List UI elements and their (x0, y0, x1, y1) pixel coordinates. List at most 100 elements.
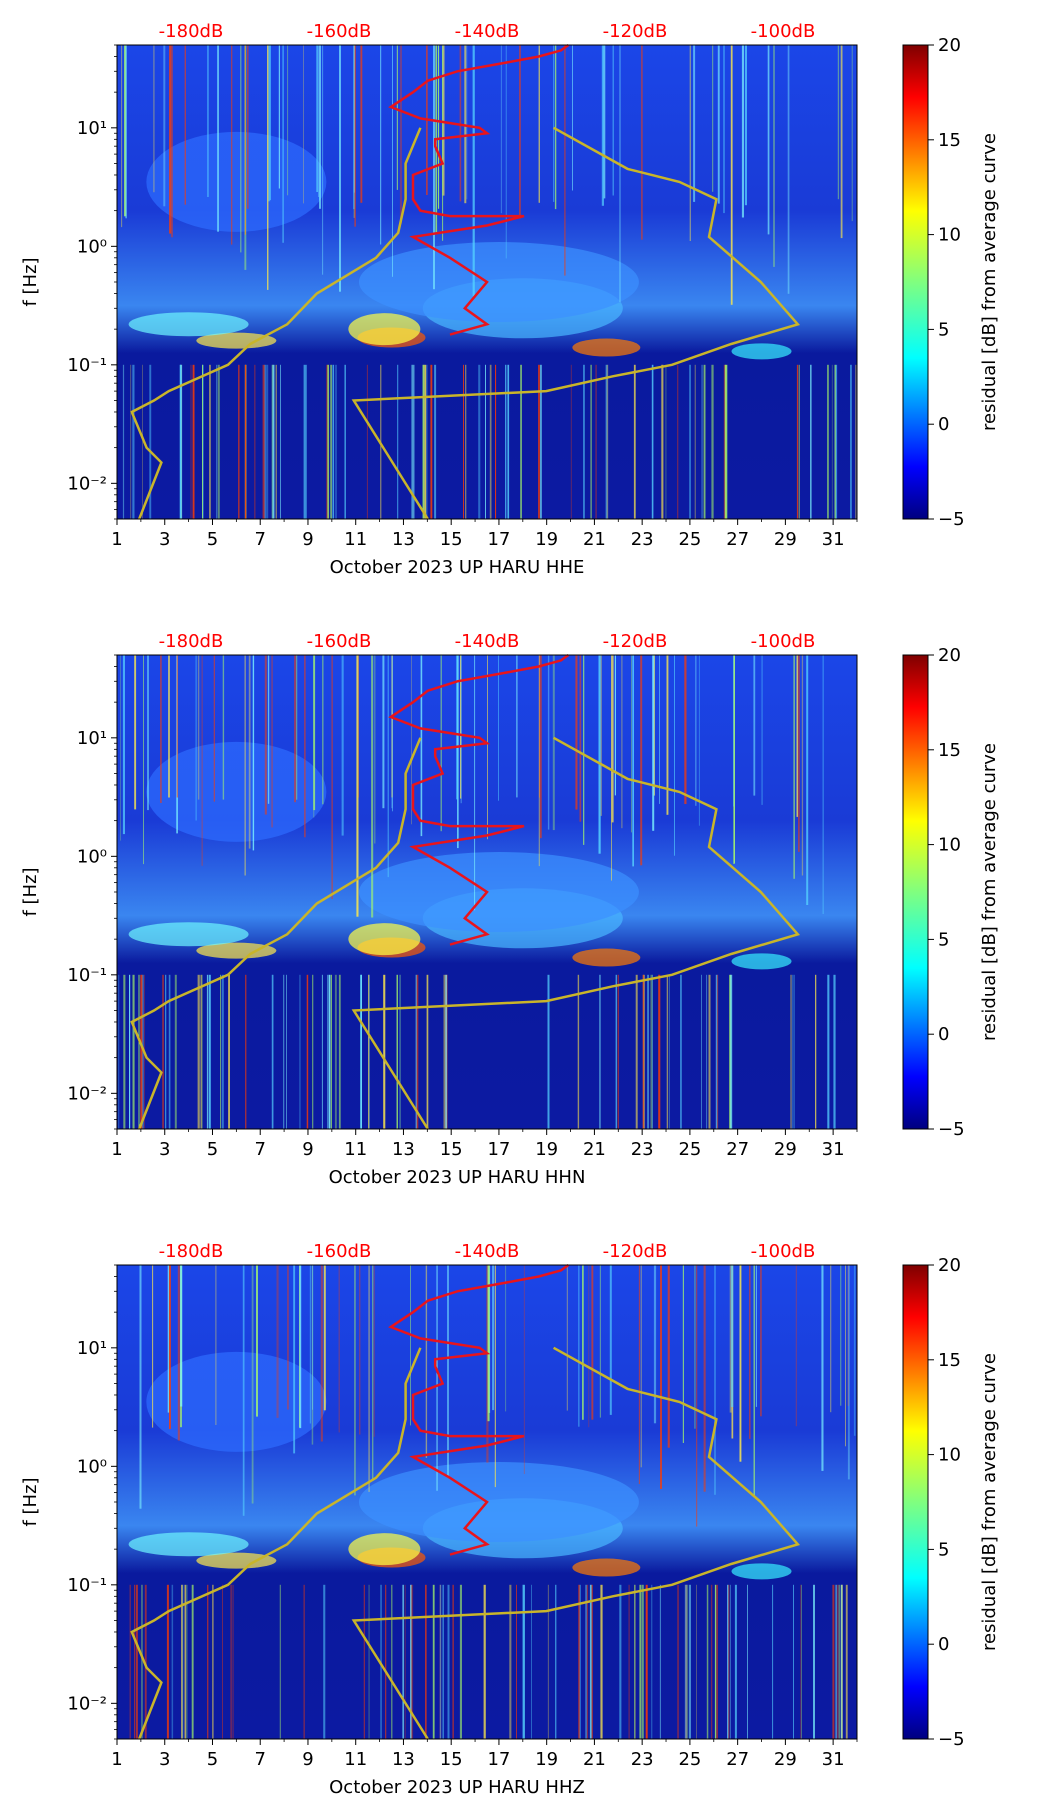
heatmap-streak (442, 45, 444, 241)
heatmap-streak (801, 1584, 802, 1739)
colorbar-tick-label: 10 (938, 835, 961, 856)
heatmap-blob (348, 923, 421, 956)
heatmap-streak (134, 1584, 136, 1739)
heatmap-streak (741, 45, 744, 218)
heatmap-streak (647, 974, 649, 1129)
y-axis-label: f [Hz] (20, 1477, 41, 1526)
heatmap-streak (714, 1265, 716, 1495)
heatmap-streak (538, 45, 540, 203)
heatmap-streak (215, 1265, 217, 1425)
heatmap-streak (245, 974, 247, 1129)
heatmap-streak (371, 655, 374, 918)
heatmap-streak (380, 45, 382, 245)
x-tick-label: 27 (726, 529, 749, 550)
heatmap-streak (339, 45, 341, 292)
heatmap-streak (332, 364, 335, 519)
heatmap-streak (438, 45, 440, 209)
heatmap-blob (348, 313, 421, 346)
heatmap-streak (368, 1265, 370, 1492)
heatmap-streak (135, 1584, 138, 1739)
heatmap-streak (312, 1265, 313, 1410)
heatmap-streak (177, 1265, 180, 1441)
heatmap-streak (798, 364, 800, 519)
heatmap-streak (577, 974, 580, 1129)
heatmap-streak (327, 974, 330, 1129)
heatmap-streak (122, 364, 125, 519)
heatmap-blob (196, 942, 277, 959)
heatmap-streak (445, 974, 448, 1129)
average-curve (388, 43, 570, 336)
heatmap-streak (426, 364, 428, 519)
heatmap-streak (832, 1584, 835, 1739)
heatmap-streak (755, 1265, 757, 1407)
top-db-label: -140dB (455, 631, 520, 652)
heatmap-streak (617, 974, 619, 1129)
x-tick-label: 13 (392, 529, 415, 550)
heatmap-streak (166, 1584, 169, 1739)
heatmap-streak (230, 1584, 232, 1739)
heatmap-streak (201, 655, 203, 866)
heatmap-streak (599, 1265, 601, 1418)
heatmap-streak (731, 1265, 734, 1407)
heatmap-streak (495, 364, 497, 519)
heatmap-streak (184, 45, 186, 205)
heatmap-streak (397, 364, 399, 519)
colorbar-tick-label: 5 (938, 1539, 949, 1560)
heatmap-streak (714, 1584, 717, 1739)
heatmap-streak (305, 364, 307, 519)
heatmap-streak (213, 655, 215, 802)
heatmap-blob (358, 242, 639, 322)
heatmap-streak (505, 364, 507, 519)
heatmap-streak (330, 974, 332, 1129)
heatmap-streak (810, 364, 812, 519)
heatmap-streak (651, 1584, 653, 1739)
heatmap-streak (795, 1265, 797, 1427)
heatmap-streak (338, 1265, 340, 1433)
heatmap-streak (160, 655, 162, 803)
heatmap-streak (373, 1265, 375, 1437)
heatmap-streak (392, 655, 393, 812)
heatmap-streak (583, 364, 585, 519)
top-db-label: -180dB (159, 1241, 224, 1262)
heatmap-streak (661, 364, 664, 519)
heatmap-streak (696, 1584, 697, 1739)
heatmap-streak (539, 655, 540, 798)
heatmap-streak (321, 974, 323, 1129)
heatmap-streak (631, 655, 632, 833)
heatmap-streak (801, 655, 804, 876)
heatmap-streak (855, 364, 857, 519)
heatmap-streak (583, 655, 585, 845)
x-tick-label: 21 (583, 1749, 606, 1770)
heatmap-streak (464, 45, 467, 204)
heatmap-streak (578, 1265, 580, 1427)
y-tick-label: 10⁻² (67, 1693, 107, 1714)
heatmap-streak (466, 45, 468, 200)
heatmap-streak (176, 655, 178, 798)
heatmap-streak (354, 45, 356, 227)
x-tick-label: 7 (254, 1139, 265, 1160)
heatmap-streak (358, 655, 359, 798)
heatmap-streak (659, 655, 660, 804)
heatmap-streak (181, 1584, 183, 1739)
x-tick-label: 31 (822, 529, 845, 550)
x-tick-label: 9 (302, 1139, 313, 1160)
heatmap-streak (319, 45, 321, 209)
heatmap-streak (600, 655, 602, 816)
heatmap-streak (287, 45, 289, 196)
heatmap-streak (650, 974, 653, 1129)
heatmap-streak (163, 45, 166, 207)
heatmap-streak (474, 655, 476, 911)
heatmap-streak (180, 364, 183, 519)
heatmap-streak (138, 974, 140, 1129)
colorbar-tick-label: 20 (938, 35, 961, 56)
heatmap-streak (653, 1265, 657, 1424)
heatmap-streak (430, 364, 433, 519)
heatmap-streak (572, 45, 573, 191)
heatmap-streak (730, 1584, 731, 1739)
heatmap-streak (200, 974, 202, 1129)
heatmap-streak (505, 1265, 507, 1412)
heatmap-streak (171, 45, 173, 238)
heatmap-streak (312, 974, 314, 1129)
heatmap-streak (459, 45, 462, 202)
heatmap-streak (703, 364, 706, 519)
